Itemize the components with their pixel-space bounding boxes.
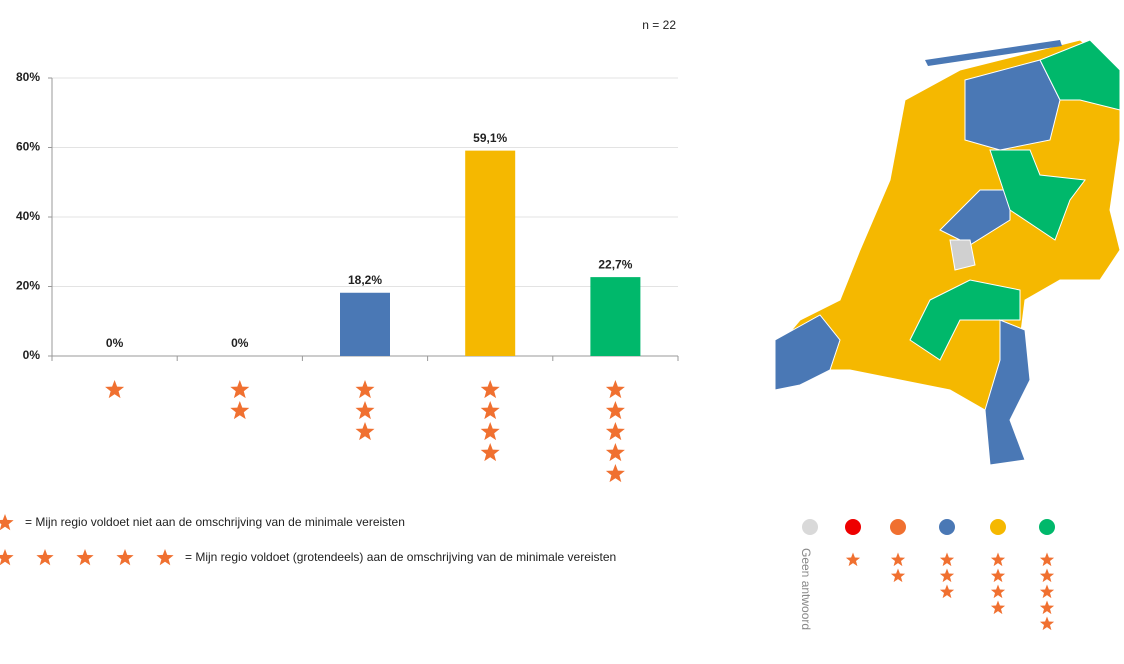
y-tick-label: 20%	[16, 279, 40, 293]
star	[116, 549, 134, 566]
star	[1039, 600, 1055, 615]
star-rating	[480, 380, 500, 462]
star	[480, 380, 500, 399]
value-label: 18,2%	[348, 273, 382, 287]
star	[939, 568, 955, 583]
bar	[465, 150, 516, 356]
star	[939, 584, 955, 599]
star	[990, 552, 1006, 567]
legend-stars	[939, 552, 955, 599]
star-rating	[355, 380, 375, 441]
legend-dot	[1039, 519, 1055, 535]
legend-stars	[890, 552, 906, 583]
star	[990, 600, 1006, 615]
star	[605, 464, 625, 483]
legend-dot	[939, 519, 955, 535]
legend-label: = Mijn regio voldoet niet aan de omschri…	[25, 515, 405, 529]
star	[990, 584, 1006, 599]
star	[990, 568, 1006, 583]
star	[605, 422, 625, 441]
star	[355, 422, 375, 441]
y-tick-label: 60%	[16, 140, 40, 154]
y-tick-label: 80%	[16, 70, 40, 84]
star	[480, 443, 500, 462]
legend-dot	[990, 519, 1006, 535]
star	[480, 422, 500, 441]
bar	[340, 292, 390, 356]
star	[355, 401, 375, 420]
star	[230, 401, 250, 420]
star	[939, 552, 955, 567]
star	[890, 552, 906, 567]
legend-label: Geen antwoord	[799, 548, 813, 630]
star	[105, 380, 125, 399]
star	[230, 380, 250, 399]
star	[845, 552, 861, 567]
legend-dot	[802, 519, 818, 535]
star	[1039, 584, 1055, 599]
y-tick-label: 0%	[23, 348, 41, 362]
star	[0, 514, 14, 531]
legend-stars	[0, 549, 174, 566]
star	[1039, 552, 1055, 567]
star-rating	[230, 380, 250, 420]
annotation: n = 22	[642, 18, 676, 32]
star	[355, 380, 375, 399]
legend-stars	[990, 552, 1006, 615]
star	[36, 549, 54, 566]
star	[605, 401, 625, 420]
star	[156, 549, 174, 566]
legend-dot	[890, 519, 906, 535]
bar	[590, 277, 641, 356]
star	[605, 380, 625, 399]
star	[1039, 616, 1055, 631]
value-label: 22,7%	[598, 257, 632, 271]
star	[76, 549, 94, 566]
legend-stars	[1039, 552, 1055, 631]
star-rating	[105, 380, 125, 399]
legend-stars	[845, 552, 861, 567]
legend-dot	[845, 519, 861, 535]
star	[605, 443, 625, 462]
value-label: 0%	[106, 336, 124, 350]
star	[1039, 568, 1055, 583]
y-tick-label: 40%	[16, 209, 40, 223]
map	[774, 39, 1121, 466]
value-label: 59,1%	[473, 131, 507, 145]
value-label: 0%	[231, 336, 249, 350]
star	[890, 568, 906, 583]
star	[480, 401, 500, 420]
star	[0, 549, 14, 566]
star-rating	[605, 380, 625, 483]
legend-label: = Mijn regio voldoet (grotendeels) aan d…	[185, 550, 616, 564]
legend-stars	[0, 514, 14, 531]
